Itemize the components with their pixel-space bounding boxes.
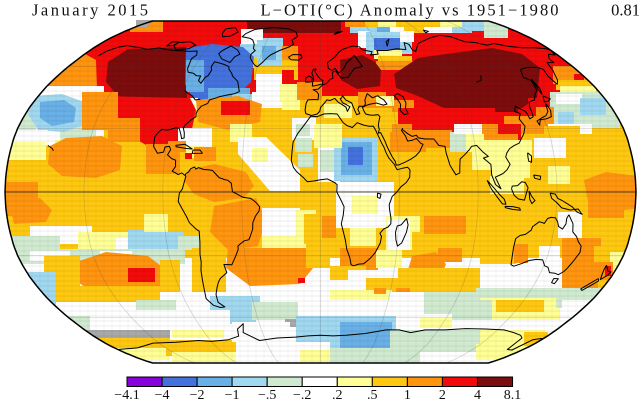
svg-text:.5: .5 — [367, 388, 378, 403]
svg-text:.2: .2 — [332, 388, 343, 403]
svg-text:−2: −2 — [190, 388, 205, 403]
svg-text:−.5: −.5 — [258, 388, 276, 403]
svg-text:−1: −1 — [225, 388, 240, 403]
svg-text:2: 2 — [439, 388, 446, 403]
svg-text:4: 4 — [474, 388, 481, 403]
svg-text:−.2: −.2 — [293, 388, 311, 403]
svg-text:1: 1 — [404, 388, 411, 403]
svg-text:January 2015: January 2015 — [32, 1, 148, 20]
svg-text:8.1: 8.1 — [504, 388, 522, 403]
svg-text:L−OTI(°C) Anomaly vs 1951−1980: L−OTI(°C) Anomaly vs 1951−1980 — [261, 1, 559, 20]
svg-text:0.81: 0.81 — [611, 1, 640, 20]
svg-text:−4: −4 — [155, 388, 170, 403]
svg-text:−4.1: −4.1 — [114, 388, 139, 403]
